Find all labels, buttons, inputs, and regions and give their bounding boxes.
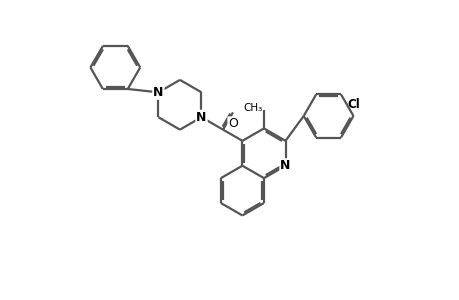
Text: N: N: [280, 159, 290, 172]
Text: O: O: [228, 117, 237, 130]
Text: CH₃: CH₃: [242, 103, 262, 113]
Text: N: N: [153, 86, 163, 99]
Text: N: N: [196, 111, 206, 124]
Text: Cl: Cl: [347, 98, 359, 111]
